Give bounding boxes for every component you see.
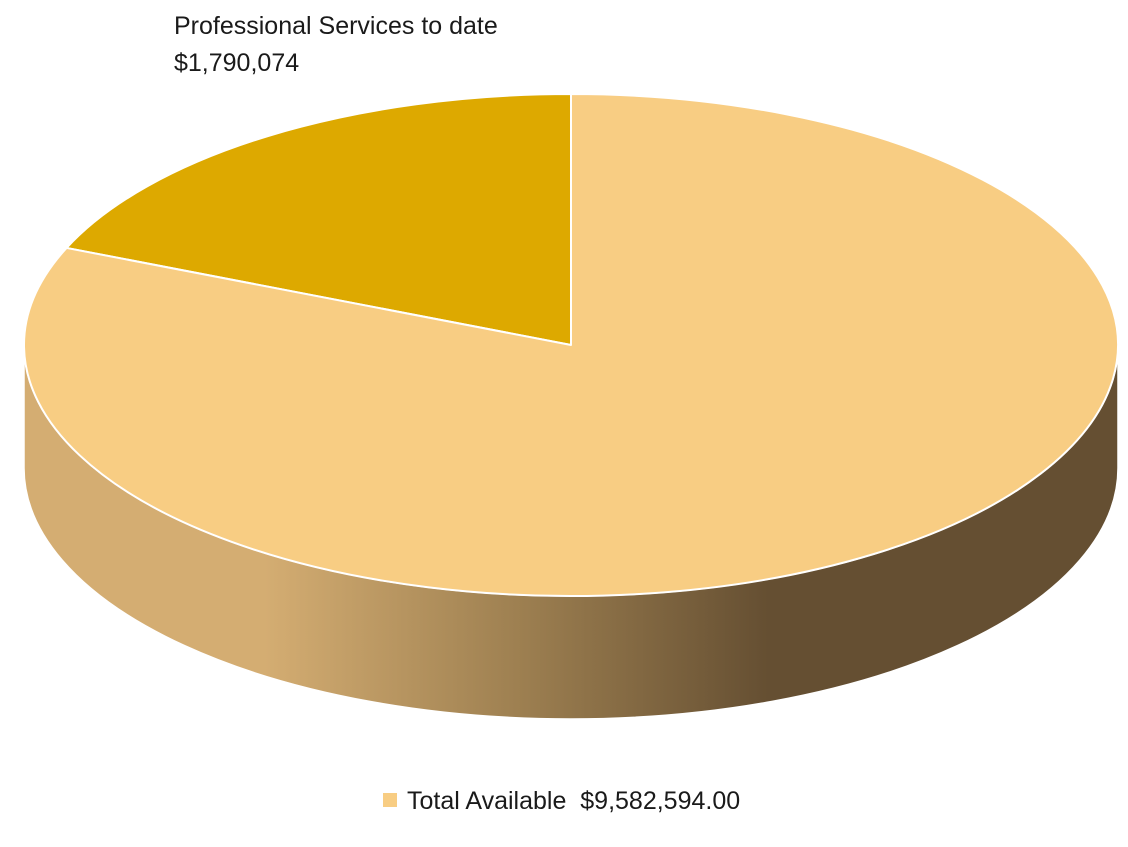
legend: Total Available $9,582,594.00 (383, 787, 740, 815)
slice-label-professional-services-line1: Professional Services to date (174, 12, 498, 40)
legend-swatch-total-available (383, 793, 397, 807)
pie-slice-total-available (23, 93, 1119, 597)
slice-label-professional-services-value: $1,790,074 (174, 49, 299, 77)
pie-slice-professional-services (65, 93, 572, 346)
legend-label-total-available: Total Available $9,582,594.00 (407, 787, 740, 815)
pie-top-layer (23, 93, 1119, 597)
